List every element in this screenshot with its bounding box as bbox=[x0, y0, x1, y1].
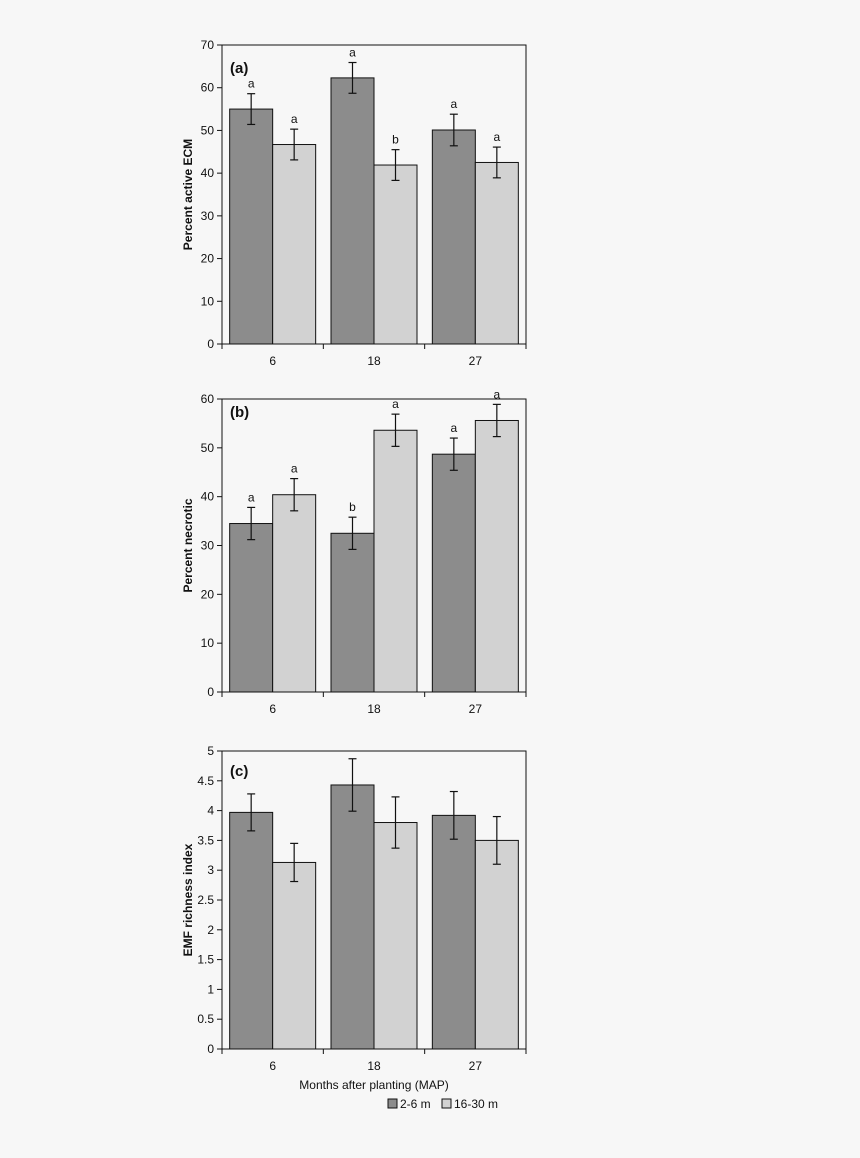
y-axis-label: EMF richness index bbox=[181, 843, 195, 956]
panel-label: (b) bbox=[230, 404, 249, 421]
chart-panel-2: 0 10 20 30 40 50 60 a a 6 b a 18 a a 27 (b) Percent necro… bbox=[181, 387, 527, 716]
y-tick-label: 30 bbox=[201, 539, 215, 553]
y-tick-label: 50 bbox=[201, 441, 215, 455]
y-tick-label: 40 bbox=[201, 490, 215, 504]
legend-label-2: 16-30 m bbox=[454, 1097, 498, 1111]
bar-series2-27 bbox=[474, 419, 519, 693]
significance-letter: b bbox=[392, 133, 399, 147]
significance-letter: b bbox=[349, 500, 356, 514]
x-tick-label: 6 bbox=[269, 702, 276, 716]
x-tick-label: 27 bbox=[469, 1059, 483, 1073]
bar-series1-27 bbox=[431, 814, 476, 1050]
x-tick-label: 6 bbox=[269, 354, 276, 368]
y-tick-label: 10 bbox=[201, 636, 215, 650]
bar-series2-18 bbox=[373, 164, 418, 345]
y-tick-label: 0 bbox=[207, 1042, 214, 1056]
x-tick-label: 18 bbox=[367, 354, 381, 368]
y-tick-label: 10 bbox=[201, 294, 215, 308]
significance-letter: a bbox=[291, 462, 298, 476]
bar-series2-6 bbox=[272, 494, 317, 693]
significance-letter: a bbox=[248, 77, 255, 91]
significance-letter: a bbox=[291, 112, 298, 126]
y-axis-label: Percent active ECM bbox=[181, 139, 195, 250]
significance-letter: a bbox=[248, 490, 255, 504]
bar-series2-27 bbox=[474, 161, 519, 345]
bar-series2-6 bbox=[272, 144, 317, 345]
y-tick-label: 1 bbox=[207, 982, 214, 996]
x-tick-label: 18 bbox=[367, 1059, 381, 1073]
bar-series2-6 bbox=[272, 861, 317, 1050]
y-tick-label: 4.5 bbox=[197, 774, 214, 788]
bar-series2-27 bbox=[474, 839, 519, 1050]
bar-series1-27 bbox=[431, 453, 476, 693]
y-axis-label: Percent necrotic bbox=[181, 498, 195, 592]
y-tick-label: 20 bbox=[201, 252, 215, 266]
y-tick-label: 70 bbox=[201, 38, 215, 52]
y-tick-label: 50 bbox=[201, 123, 215, 137]
bar-series1-6 bbox=[229, 523, 274, 693]
bar-series1-18 bbox=[330, 77, 375, 345]
x-tick-label: 27 bbox=[469, 354, 483, 368]
y-tick-label: 20 bbox=[201, 587, 215, 601]
legend-swatch-1 bbox=[387, 1098, 398, 1109]
bar-series2-18 bbox=[373, 429, 418, 693]
y-tick-label: 2.5 bbox=[197, 893, 214, 907]
x-tick-label: 6 bbox=[269, 1059, 276, 1073]
significance-letter: a bbox=[392, 397, 399, 411]
bar-series1-6 bbox=[229, 108, 274, 345]
chart-panel-3: 0 0.5 1 1.5 2 2.5 3 3.5 4 4.5 5 6 18 27 (c) EMF richnes… bbox=[181, 744, 527, 1092]
bar-series1-18 bbox=[330, 784, 375, 1050]
panel-label: (a) bbox=[230, 60, 248, 77]
x-axis-label: Months after planting (MAP) bbox=[299, 1078, 448, 1092]
y-tick-label: 30 bbox=[201, 209, 215, 223]
y-tick-label: 60 bbox=[201, 392, 215, 406]
y-tick-label: 1.5 bbox=[197, 953, 214, 967]
significance-letter: a bbox=[450, 421, 457, 435]
significance-letter: a bbox=[493, 387, 500, 401]
y-tick-label: 0 bbox=[207, 685, 214, 699]
legend-label-1: 2-6 m bbox=[400, 1097, 431, 1111]
bar-series1-18 bbox=[330, 532, 375, 693]
x-tick-label: 27 bbox=[469, 702, 483, 716]
significance-letter: a bbox=[493, 130, 500, 144]
legend-swatch-2 bbox=[441, 1098, 452, 1109]
y-tick-label: 5 bbox=[207, 744, 214, 758]
y-tick-label: 60 bbox=[201, 81, 215, 95]
chart-panel-1: 0 10 20 30 40 50 60 70 a a 6 a b 18 a a 27 (a) Percent act… bbox=[181, 38, 527, 368]
bar-series1-6 bbox=[229, 811, 274, 1050]
y-tick-label: 0 bbox=[207, 337, 214, 351]
x-tick-label: 18 bbox=[367, 702, 381, 716]
y-tick-label: 3.5 bbox=[197, 833, 214, 847]
panel-label: (c) bbox=[230, 763, 248, 780]
y-tick-label: 2 bbox=[207, 923, 214, 937]
bar-series1-27 bbox=[431, 129, 476, 345]
y-tick-label: 3 bbox=[207, 863, 214, 877]
significance-letter: a bbox=[450, 97, 457, 111]
y-tick-label: 0.5 bbox=[197, 1012, 214, 1026]
y-tick-label: 40 bbox=[201, 166, 215, 180]
bar-series2-18 bbox=[373, 822, 418, 1050]
y-tick-label: 4 bbox=[207, 804, 214, 818]
significance-letter: a bbox=[349, 46, 356, 60]
legend: 2-6 m 16-30 m bbox=[387, 1097, 498, 1111]
